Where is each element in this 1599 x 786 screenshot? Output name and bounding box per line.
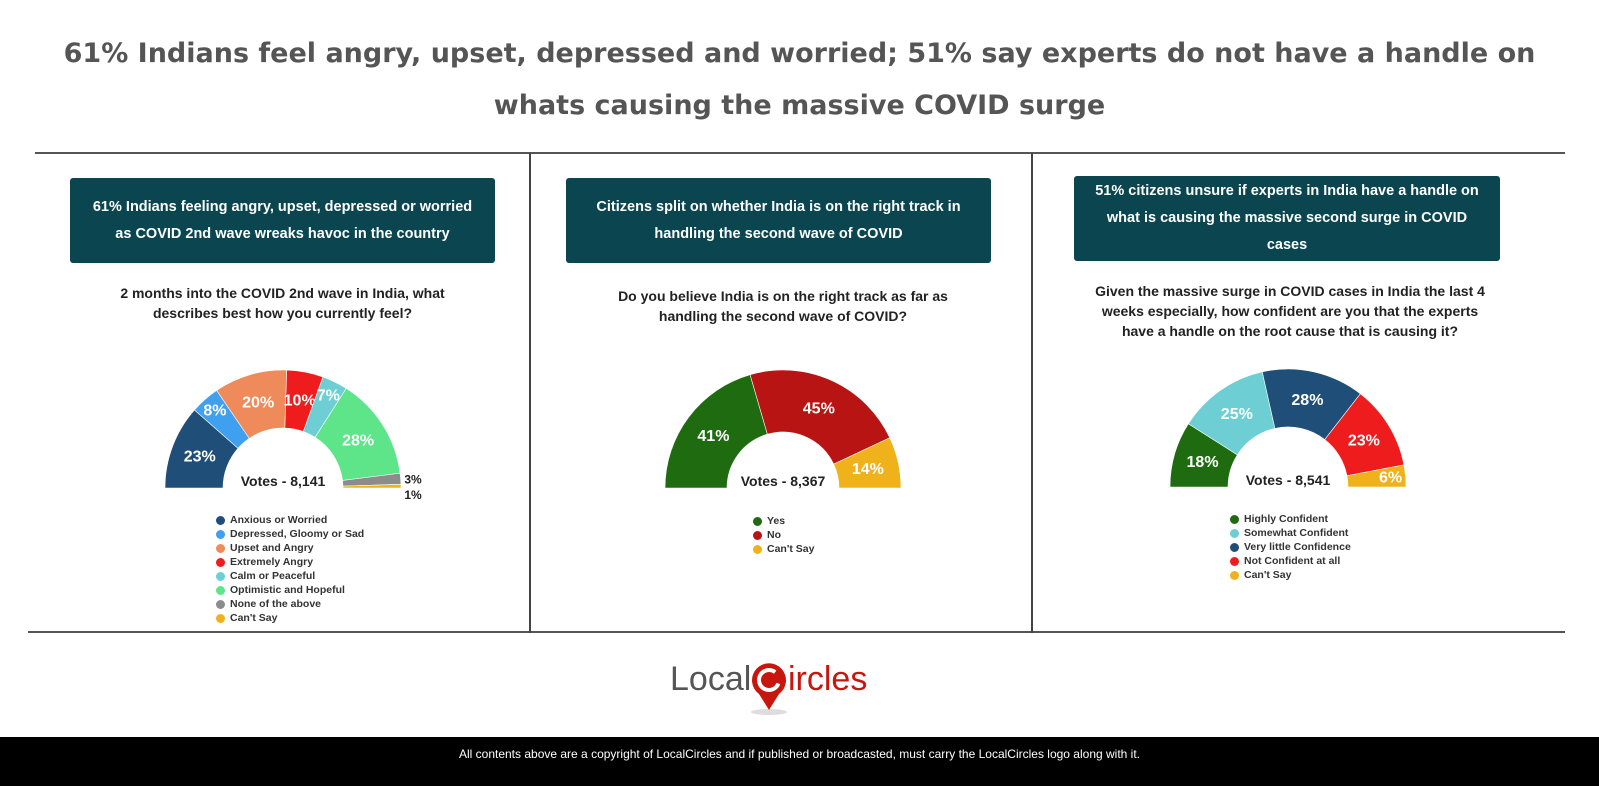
legend-label: Highly Confident [1244, 513, 1328, 525]
feelings-chart: 23% 8% 20% 10% 7% 28% 3%1% Votes - 8,141 [164, 369, 422, 502]
legend-item: No [753, 528, 814, 542]
legend-label: Optimistic and Hopeful [230, 584, 345, 596]
legend-label: Calm or Peaceful [230, 570, 316, 582]
legend-label: No [767, 529, 781, 541]
data-label: 8% [203, 403, 226, 420]
panel-header: 61% Indians feeling angry, upset, depres… [70, 178, 495, 263]
legend-item: Very little Confidence [1230, 540, 1351, 554]
panel-divider [529, 153, 531, 633]
data-label: 45% [803, 401, 835, 418]
chart-legend: Yes No Can't Say [753, 514, 814, 556]
legend-swatch [1230, 528, 1239, 538]
data-label: 28% [1291, 392, 1323, 409]
legend-item: Calm or Peaceful [216, 569, 364, 583]
legend-label: Anxious or Worried [230, 514, 328, 526]
legend-swatch [216, 613, 225, 623]
data-label: 23% [184, 449, 216, 466]
top-divider [35, 152, 1565, 154]
data-label: 41% [697, 428, 729, 445]
legend-swatch [216, 529, 225, 539]
data-label: 1% [404, 488, 422, 502]
legend-label: Not Confident at all [1244, 555, 1341, 567]
chart-legend: Anxious or Worried Depressed, Gloomy or S… [216, 513, 364, 625]
votes-label: Votes - 8,367 [741, 473, 826, 489]
legend-swatch [1230, 570, 1239, 580]
svg-text:Local: Local [670, 660, 751, 698]
legend-label: Very little Confidence [1244, 541, 1351, 553]
legend-swatch [1230, 542, 1239, 552]
data-label: 7% [317, 388, 340, 405]
votes-label: Votes - 8,141 [241, 473, 326, 489]
data-label: 20% [242, 395, 274, 412]
legend-item: None of the above [216, 597, 364, 611]
copyright-footer: All contents above are a copyright of Lo… [0, 737, 1599, 786]
legend-swatch [216, 557, 225, 567]
legend-swatch [216, 515, 225, 525]
legend-label: Can't Say [767, 543, 815, 555]
panel-header: Citizens split on whether India is on th… [566, 178, 991, 263]
legend-swatch [216, 599, 225, 609]
legend-item: Upset and Angry [216, 541, 364, 555]
legend-label: Can't Say [230, 612, 278, 624]
legend-item: Depressed, Gloomy or Sad [216, 527, 364, 541]
legend-swatch [216, 543, 225, 553]
panel-question: Given the massive surge in COVID cases i… [1095, 283, 1485, 339]
data-label: 14% [852, 461, 884, 478]
legend-swatch [753, 516, 762, 526]
legend-swatch [1230, 514, 1239, 524]
legend-item: Somewhat Confident [1230, 526, 1351, 540]
chart-legend: Highly Confident Somewhat Confident Very l… [1230, 512, 1351, 582]
legend-item: Highly Confident [1230, 512, 1351, 526]
legend-swatch [216, 571, 225, 581]
data-label: 25% [1221, 406, 1253, 423]
right-track-chart: 41% 45% 14% Votes - 8,367 [664, 369, 902, 489]
data-label: 28% [342, 432, 374, 449]
data-label: 18% [1187, 454, 1219, 471]
legend-label: None of the above [230, 598, 322, 610]
slice-no [749, 369, 891, 465]
legend-label: Upset and Angry [230, 542, 314, 554]
panel-header: 51% citizens unsure if experts in India … [1074, 176, 1500, 261]
legend-swatch [753, 530, 762, 540]
legend-item: Can't Say [753, 542, 814, 556]
slice-can-t-say [833, 437, 902, 489]
svg-text:ircles: ircles [788, 660, 867, 698]
data-label: 6% [1379, 469, 1402, 486]
localcircles-logo: Local ircles [670, 660, 867, 715]
legend-item: Can't Say [216, 611, 364, 625]
data-label: 3% [404, 473, 422, 487]
panel-question: Do you believe India is on the right tra… [618, 288, 948, 324]
legend-item: Anxious or Worried [216, 513, 364, 527]
legend-label: Somewhat Confident [1244, 527, 1349, 539]
legend-label: Yes [767, 515, 786, 527]
legend-swatch [1230, 556, 1239, 566]
legend-label: Extremely Angry [230, 556, 314, 568]
legend-swatch [753, 544, 762, 554]
data-label: 23% [1348, 432, 1380, 449]
legend-label: Depressed, Gloomy or Sad [230, 528, 365, 540]
legend-item: Yes [753, 514, 814, 528]
bottom-divider [28, 631, 1565, 633]
page-title: 61% Indians feel angry, upset, depressed… [63, 38, 1536, 121]
panel-divider [1031, 153, 1033, 633]
data-label: 10% [284, 393, 316, 410]
slice-can-t-say [1346, 464, 1407, 488]
legend-item: Can't Say [1230, 568, 1351, 582]
legend-swatch [216, 585, 225, 595]
expert-confidence-chart: 18% 25% 28% 23% 6% Votes - 8,541 [1169, 368, 1407, 488]
legend-label: Can't Say [1244, 569, 1292, 581]
panel-question: 2 months into the COVID 2nd wave in Indi… [120, 285, 445, 321]
legend-item: Extremely Angry [216, 555, 364, 569]
votes-label: Votes - 8,541 [1246, 472, 1331, 488]
slice-can-t-say [342, 483, 402, 489]
slice-yes [664, 374, 768, 489]
legend-item: Not Confident at all [1230, 554, 1351, 568]
legend-item: Optimistic and Hopeful [216, 583, 364, 597]
